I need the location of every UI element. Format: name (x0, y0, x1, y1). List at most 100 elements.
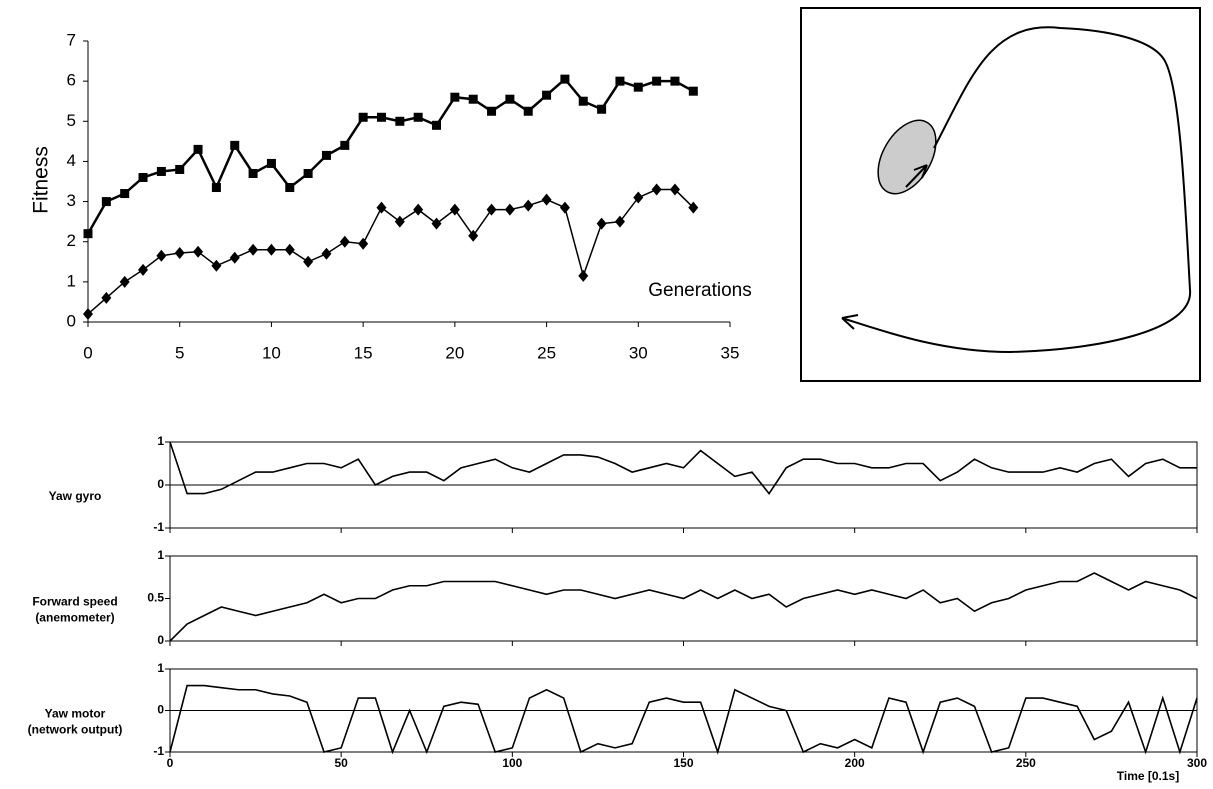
marker-diamond (651, 183, 662, 196)
y-tick-label: 4 (67, 151, 76, 170)
marker-diamond (321, 247, 332, 260)
marker-square (468, 94, 478, 104)
x-tick-label: 15 (354, 343, 373, 362)
marker-square (303, 168, 313, 178)
marker-square (652, 76, 662, 86)
x-axis-label: Time [0.1s] (1117, 769, 1179, 783)
marker-diamond (669, 183, 680, 196)
marker-diamond (266, 243, 277, 256)
y-tick-label: 1 (157, 548, 164, 562)
marker-square (193, 144, 203, 154)
x-axis-label: Generations (648, 280, 752, 301)
y-tick-label: 2 (67, 231, 76, 250)
marker-square (211, 183, 221, 193)
marker-square (138, 172, 148, 182)
x-tick-label: 100 (502, 756, 522, 770)
marker-diamond (138, 263, 149, 276)
marker-square (395, 116, 405, 126)
panel-label: Yaw gyro (49, 489, 102, 503)
marker-square (432, 120, 442, 130)
marker-diamond (523, 199, 534, 212)
marker-diamond (284, 243, 295, 256)
marker-diamond (633, 191, 644, 204)
marker-diamond (376, 201, 387, 214)
y-tick-label: 3 (67, 191, 76, 210)
y-tick-label: 1 (157, 661, 164, 675)
marker-diamond (688, 201, 699, 214)
y-tick-label: 7 (67, 30, 76, 49)
marker-diamond (358, 237, 369, 250)
marker-square (615, 76, 625, 86)
marker-diamond (504, 203, 515, 216)
y-tick-label: -1 (153, 744, 164, 758)
heading-arrow (905, 164, 928, 188)
x-tick-label: 5 (175, 343, 184, 362)
robot-start (877, 119, 937, 195)
marker-square (340, 140, 350, 150)
marker-square (597, 104, 607, 114)
y-tick-label: 0 (157, 633, 164, 647)
marker-square (542, 90, 552, 100)
marker-diamond (193, 245, 204, 258)
data-line (169, 572, 1198, 642)
marker-diamond (174, 246, 185, 259)
data-line (169, 684, 1198, 755)
y-tick-label: 0 (157, 703, 164, 717)
marker-square (175, 164, 185, 174)
x-tick-label: 300 (1187, 756, 1207, 770)
marker-diamond (541, 193, 552, 206)
panel-label: Forward speed (32, 595, 117, 609)
trajectory-panel (800, 7, 1201, 382)
marker-square (523, 106, 533, 116)
marker-diamond (339, 235, 350, 248)
marker-diamond (449, 203, 460, 216)
marker-diamond (413, 203, 424, 216)
data-line (87, 188, 694, 315)
marker-square (376, 112, 386, 122)
marker-square (156, 166, 166, 176)
marker-diamond (156, 249, 167, 262)
x-tick-label: 20 (445, 343, 464, 362)
y-tick-label: -1 (153, 520, 164, 534)
x-tick-label: 35 (721, 343, 740, 362)
panel-label: (network output) (28, 723, 123, 737)
marker-square (248, 168, 258, 178)
y-tick-label: 1 (157, 434, 164, 448)
marker-square (285, 183, 295, 193)
marker-square (358, 112, 368, 122)
marker-diamond (559, 201, 570, 214)
trajectory-arrowhead (841, 314, 859, 330)
marker-diamond (486, 203, 497, 216)
marker-diamond (229, 251, 240, 264)
marker-diamond (468, 229, 479, 242)
marker-square (83, 229, 93, 239)
y-tick-label: 5 (67, 111, 76, 130)
trajectory-frame (800, 7, 1201, 382)
marker-diamond (614, 215, 625, 228)
x-tick-label: 50 (334, 756, 348, 770)
marker-square (633, 82, 643, 92)
marker-square (505, 94, 515, 104)
x-tick-label: 0 (83, 343, 92, 362)
x-tick-label: 25 (537, 343, 556, 362)
marker-diamond (394, 215, 405, 228)
panel-label: (anemometer) (35, 611, 114, 625)
marker-square (413, 112, 423, 122)
y-tick-label: 6 (67, 71, 76, 90)
marker-diamond (431, 217, 442, 230)
x-tick-label: 0 (167, 756, 174, 770)
x-tick-label: 150 (673, 756, 693, 770)
marker-square (670, 76, 680, 86)
marker-square (688, 86, 698, 96)
marker-diamond (119, 275, 130, 288)
marker-diamond (303, 255, 314, 268)
data-line (169, 441, 1197, 495)
marker-square (321, 150, 331, 160)
y-tick-label: 0 (67, 311, 76, 330)
marker-square (120, 189, 130, 199)
panel-label: Yaw motor (45, 707, 106, 721)
y-tick-label: 1 (67, 271, 76, 290)
marker-square (266, 158, 276, 168)
